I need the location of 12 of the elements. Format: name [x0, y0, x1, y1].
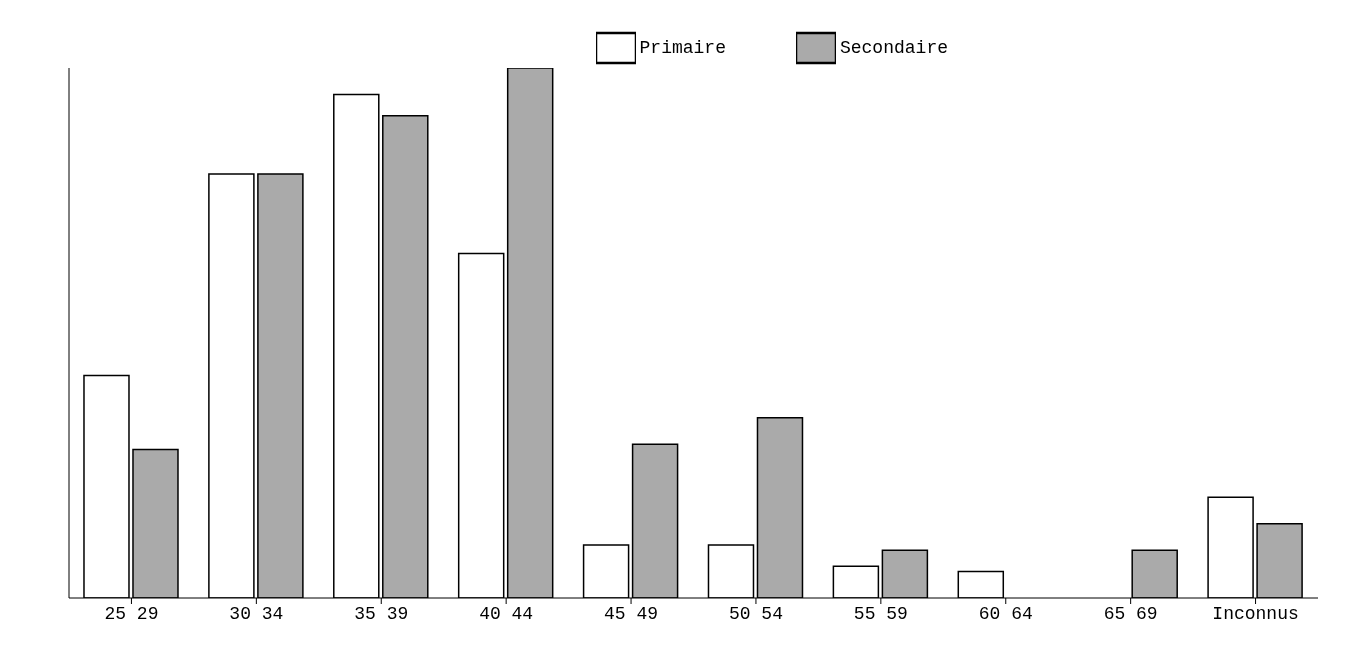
x-tick-label: 55 59 [853, 603, 908, 624]
legend-label: Secondaire [839, 37, 948, 58]
x-tick-label: 50 54 [728, 603, 783, 624]
x-tick-label: Inconnus [1212, 603, 1299, 624]
x-tick-label: 60 64 [978, 603, 1033, 624]
x-tick-label: 25 29 [104, 603, 159, 624]
x-tick-label: 65 69 [1103, 603, 1158, 624]
legend-label: Primaire [639, 37, 726, 58]
x-tick-label: 35 39 [354, 603, 409, 624]
x-tick-label: 40 44 [479, 603, 534, 624]
x-tick-label: 45 49 [604, 603, 659, 624]
x-tick-label: 30 34 [229, 603, 284, 624]
